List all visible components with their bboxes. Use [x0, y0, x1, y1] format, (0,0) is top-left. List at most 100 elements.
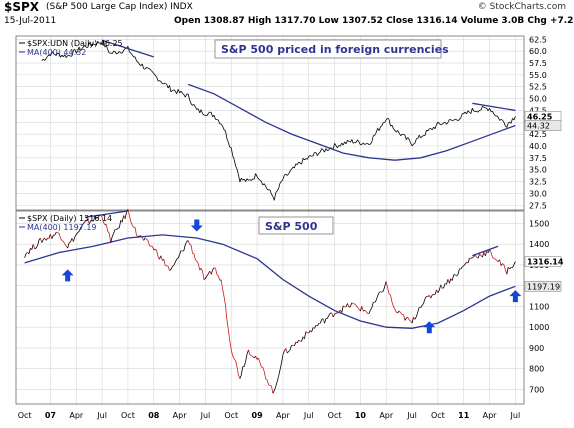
- price-segment: [351, 302, 354, 304]
- price-segment: [436, 289, 439, 293]
- price-segment: [134, 227, 137, 236]
- price-segment: [410, 142, 413, 147]
- price-segment: [235, 360, 238, 367]
- price-segment: [345, 303, 348, 308]
- price-segment: [77, 231, 80, 233]
- blue-arrow-down-icon: [190, 219, 203, 232]
- price-segment: [489, 108, 492, 112]
- price-segment: [510, 118, 513, 124]
- price-segment: [180, 90, 183, 94]
- price-segment: [222, 288, 225, 298]
- price-segment: [106, 45, 109, 50]
- price-segment: [258, 178, 261, 181]
- price-segment: [282, 174, 285, 180]
- price-segment: [391, 301, 394, 307]
- price-segment: [278, 183, 281, 189]
- price-segment: [144, 67, 147, 70]
- price-segment: [477, 110, 480, 113]
- price-segment: [276, 188, 279, 192]
- price-segment: [423, 298, 426, 304]
- price-segment: [88, 220, 91, 224]
- price-segment: [166, 265, 169, 267]
- price-segment: [273, 192, 277, 201]
- price-segment: [114, 51, 117, 55]
- price-segment: [202, 113, 205, 116]
- price-segment: [453, 118, 456, 121]
- price-segment: [411, 143, 414, 147]
- price-segment: [233, 159, 236, 167]
- price-segment: [424, 130, 427, 136]
- price-segment: [281, 354, 284, 363]
- price-segment: [210, 112, 213, 117]
- price-segment: [236, 366, 239, 375]
- price-segment: [311, 327, 314, 333]
- price-segment: [131, 54, 135, 58]
- price-segment: [506, 267, 509, 275]
- price-segment: [403, 133, 406, 136]
- price-segment: [31, 244, 34, 250]
- price-segment: [331, 312, 334, 318]
- price-segment: [60, 54, 63, 58]
- price-segment: [354, 303, 357, 306]
- price-segment: [217, 119, 221, 125]
- price-segment: [249, 179, 252, 181]
- price-segment: [319, 319, 323, 324]
- price-segment: [144, 237, 147, 240]
- price-segment: [173, 262, 176, 266]
- price-segment: [210, 269, 213, 275]
- price-segment: [24, 253, 27, 258]
- last-value-label: 1197.19: [527, 282, 560, 291]
- price-segment: [371, 135, 374, 142]
- price-segment: [103, 222, 106, 226]
- price-segment: [239, 177, 242, 183]
- price-segment: [503, 122, 506, 126]
- price-segment: [294, 342, 297, 347]
- price-segment: [64, 54, 67, 58]
- price-segment: [284, 173, 287, 176]
- price-segment: [124, 212, 127, 219]
- price-segment: [192, 104, 195, 106]
- price-segment: [406, 317, 408, 319]
- price-segment: [60, 238, 63, 241]
- trendline: [101, 39, 154, 58]
- price-segment: [384, 119, 387, 123]
- price-segment: [141, 237, 145, 241]
- price-segment: [163, 82, 166, 85]
- price-segment: [251, 355, 253, 357]
- price-segment: [170, 90, 173, 93]
- price-segment: [45, 55, 48, 59]
- price-segment: [154, 248, 157, 251]
- price-segment: [246, 349, 249, 355]
- price-segment: [184, 93, 188, 98]
- price-segment: [68, 241, 71, 244]
- price-segment: [200, 268, 203, 272]
- price-segment: [159, 80, 162, 82]
- price-segment: [206, 273, 209, 277]
- price-segment: [430, 294, 433, 299]
- price-segment: [55, 52, 58, 56]
- price-segment: [457, 119, 460, 122]
- y-tick-label: 27.5: [529, 201, 547, 210]
- price-segment: [431, 126, 434, 131]
- price-segment: [187, 93, 190, 100]
- price-segment: [50, 234, 53, 239]
- price-segment: [348, 305, 351, 308]
- price-segment: [279, 362, 282, 371]
- x-tick-label: Oct: [121, 411, 135, 420]
- price-segment: [353, 142, 355, 144]
- price-segment: [150, 69, 153, 72]
- price-segment: [54, 232, 57, 236]
- price-segment: [496, 115, 499, 118]
- price-segment: [314, 325, 317, 329]
- price-segment: [240, 366, 244, 376]
- price-segment: [88, 42, 91, 46]
- price-segment: [483, 106, 486, 109]
- price-segment: [493, 258, 496, 260]
- y-tick-label: 32.5: [529, 178, 547, 187]
- price-segment: [381, 290, 384, 293]
- price-segment: [315, 324, 318, 327]
- legend-price: $SPX:UDN (Daily) 46.25: [27, 39, 123, 48]
- price-segment: [360, 306, 363, 312]
- price-segment: [512, 264, 515, 269]
